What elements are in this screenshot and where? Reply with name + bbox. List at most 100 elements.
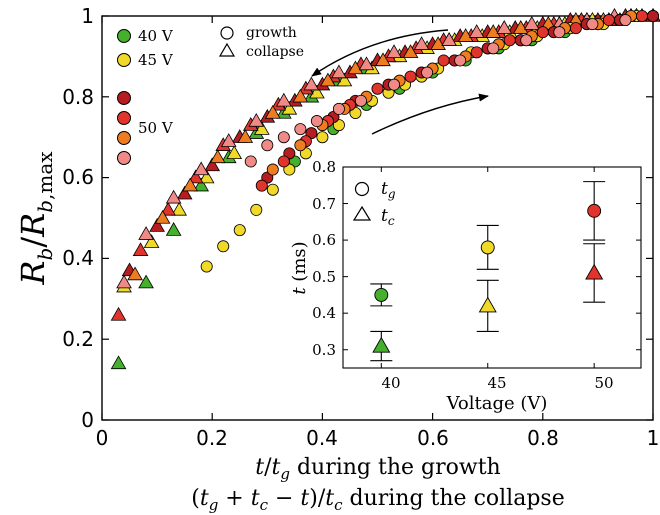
collapse-data-point	[386, 44, 402, 59]
legend-marker-50v-orange	[117, 131, 131, 145]
growth-data-point	[261, 139, 274, 152]
collapse-data-point	[375, 52, 391, 67]
legend-marker-50v-dark	[117, 91, 131, 105]
growth-data-point	[294, 123, 307, 136]
collapse-data-point	[204, 157, 221, 172]
collapse-data-point	[331, 64, 347, 79]
inset-y-tick-label: 0.8	[312, 158, 336, 176]
collapse-data-point	[253, 121, 270, 135]
growth-data-point	[316, 131, 329, 144]
growth-data-point	[277, 155, 290, 168]
growth-data-point	[520, 34, 533, 47]
collapse-data-point	[116, 274, 132, 289]
growth-data-point	[200, 260, 213, 273]
collapse-data-point	[303, 76, 320, 91]
inset-tg-point	[374, 287, 389, 302]
y-tick-label: 0.2	[62, 327, 94, 351]
voltage-legend: 40 V 45 V 50 V	[117, 27, 174, 165]
x-tick-label: 0.6	[417, 426, 449, 450]
inset-x-tick-label: 50	[594, 374, 613, 392]
collapse-data-point	[402, 44, 419, 59]
legend-marker-50v-red	[117, 111, 131, 125]
x-axis-label-line2: (tg + tc − t)/tc during the collapse	[191, 486, 564, 514]
collapse-data-point	[275, 92, 292, 107]
collapse-data-point	[248, 112, 265, 127]
collapse-data-point	[358, 56, 375, 71]
growth-data-point	[536, 26, 549, 39]
collapse-data-point	[138, 274, 154, 289]
growth-data-point	[310, 115, 323, 128]
collapse-data-point	[127, 266, 143, 281]
x-tick-label: 0.4	[306, 426, 338, 450]
growth-data-point	[404, 70, 417, 83]
main-data-points	[101, 7, 660, 421]
x-tick-label: 0.8	[527, 426, 559, 450]
inset-y-tick-label: 0.3	[312, 341, 336, 359]
legend-marker-40v	[117, 29, 131, 43]
collapse-data-point	[320, 72, 336, 87]
legend-growth-marker	[220, 26, 234, 40]
growth-direction-arrow	[371, 93, 489, 135]
inset-legend-tc-label: tc	[381, 206, 395, 228]
inset-y-tick-label: 0.5	[312, 268, 336, 286]
growth-data-point	[277, 131, 290, 144]
collapse-data-point	[309, 84, 325, 99]
inset-x-tick-label: 45	[487, 374, 506, 392]
inset-data-points	[343, 166, 641, 368]
growth-data-point	[354, 94, 367, 107]
marker-legend: growth collapse	[218, 25, 304, 60]
x-tick-label: 1	[647, 426, 660, 450]
growth-data-point	[233, 224, 246, 237]
growth-data-point	[255, 179, 268, 192]
inset-y-tick-label: 0.6	[312, 231, 336, 249]
y-tick-label: 0.6	[62, 165, 94, 189]
growth-data-point	[586, 18, 599, 31]
collapse-data-point	[264, 104, 281, 119]
y-tick-label: 0.8	[62, 85, 94, 109]
inset-legend-tg-label: tg	[381, 179, 396, 201]
growth-data-point	[487, 42, 500, 55]
growth-data-point	[470, 46, 483, 59]
collapse-data-point	[457, 28, 474, 42]
collapse-data-point	[226, 145, 243, 160]
legend-growth-label: growth	[246, 25, 297, 41]
growth-data-point	[371, 82, 384, 95]
y-tick-label: 0.4	[62, 246, 94, 270]
inset-legend-tg-marker	[354, 181, 370, 197]
inset-tg-point	[587, 203, 602, 218]
legend-label-50v: 50 V	[138, 119, 174, 137]
growth-data-point	[250, 203, 263, 216]
collapse-data-point	[154, 209, 171, 224]
legend-collapse-label: collapse	[246, 44, 304, 60]
y-tick-label: 0	[81, 408, 94, 432]
legend-label-40v: 40 V	[138, 27, 174, 45]
collapse-data-point	[171, 201, 187, 216]
collapse-data-point	[187, 169, 204, 184]
inset-y-tick-label: 0.7	[312, 195, 336, 213]
collapse-data-point	[165, 189, 182, 204]
growth-data-point	[217, 240, 230, 253]
growth-data-point	[619, 14, 632, 27]
collapse-data-point	[132, 242, 149, 256]
collapse-data-point	[193, 161, 210, 176]
collapse-data-point	[198, 169, 215, 184]
growth-data-point	[602, 14, 615, 27]
collapse-data-point	[281, 100, 298, 115]
inset-x-tick-label: 40	[381, 374, 400, 392]
growth-data-point	[647, 9, 660, 22]
growth-data-point	[388, 78, 401, 91]
inset-tc-point	[478, 296, 497, 313]
growth-data-point	[503, 34, 516, 47]
growth-data-point	[332, 102, 345, 115]
x-tick-label: 0.2	[196, 426, 228, 450]
main-plot-frame	[101, 15, 654, 421]
inset-x-axis-label: Voltage (V)	[446, 393, 548, 414]
x-tick-label: 0	[96, 426, 109, 450]
collapse-data-point	[430, 36, 446, 50]
collapse-data-point	[143, 234, 160, 248]
collapse-data-point	[237, 129, 254, 143]
growth-data-point	[437, 54, 450, 67]
growth-data-point	[266, 183, 279, 196]
legend-collapse-marker	[218, 42, 236, 57]
growth-data-point	[244, 155, 257, 168]
